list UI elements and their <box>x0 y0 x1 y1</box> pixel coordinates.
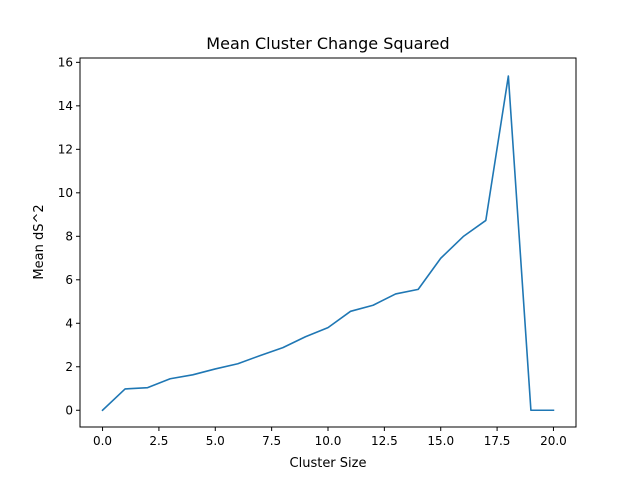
x-tick-label: 15.0 <box>427 434 454 448</box>
plot-area <box>80 58 576 427</box>
x-tick-label: 0.0 <box>93 434 112 448</box>
x-tick-label: 20.0 <box>540 434 567 448</box>
y-tick-label: 10 <box>58 186 73 200</box>
y-tick-label: 16 <box>58 55 73 69</box>
x-axis-label: Cluster Size <box>290 456 367 471</box>
y-tick-label: 12 <box>58 142 73 156</box>
y-tick-label: 14 <box>58 99 73 113</box>
x-tick-label: 17.5 <box>484 434 511 448</box>
x-tick-label: 5.0 <box>206 434 225 448</box>
y-tick-label: 4 <box>65 316 73 330</box>
x-tick-label: 12.5 <box>371 434 398 448</box>
y-tick-label: 2 <box>65 360 73 374</box>
y-tick-label: 0 <box>65 403 73 417</box>
y-tick-label: 8 <box>65 229 73 243</box>
x-tick-label: 7.5 <box>262 434 281 448</box>
x-tick-label: 10.0 <box>315 434 342 448</box>
chart-title: Mean Cluster Change Squared <box>206 34 449 53</box>
x-tick-label: 2.5 <box>149 434 168 448</box>
y-tick-label: 6 <box>65 273 73 287</box>
y-axis-label: Mean dS^2 <box>32 204 47 279</box>
